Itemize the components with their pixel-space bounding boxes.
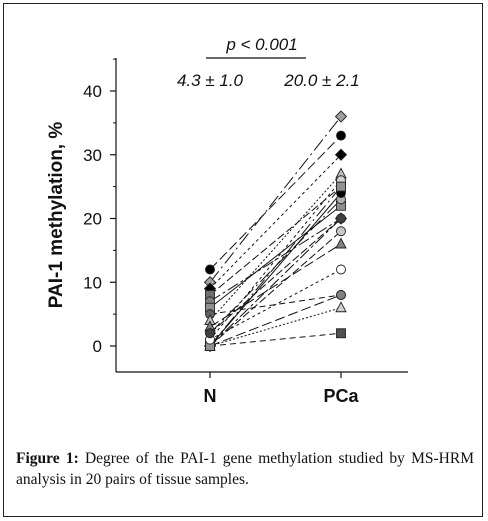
figure-caption: Figure 1: Degree of the PAI-1 gene methy… <box>16 448 474 490</box>
y-tick-label: 10 <box>83 273 102 292</box>
y-tick-label: 0 <box>93 337 102 356</box>
marker-pca-15 <box>336 328 346 339</box>
axes <box>115 58 408 373</box>
pair-line-1 <box>209 135 342 270</box>
significance-label: p < 0.001 <box>225 35 297 54</box>
pair-lines <box>209 116 342 347</box>
figure-frame <box>3 3 483 517</box>
pair-markers <box>203 110 348 353</box>
y-ticks: 0 10 20 30 40 <box>83 58 116 356</box>
y-axis-label: PAI-1 methylation, % <box>46 122 67 309</box>
y-tick-label: 40 <box>83 82 102 101</box>
marker-pca-20 <box>336 213 346 224</box>
pair-line-2 <box>209 116 342 283</box>
stat-label-n: 4.3 ± 1.0 <box>177 71 244 90</box>
pair-line-20 <box>209 218 342 334</box>
pair-line-13 <box>209 218 342 347</box>
pair-line-19 <box>209 269 342 341</box>
marker-pca-17 <box>336 290 346 300</box>
x-ticks <box>209 372 342 378</box>
marker-pca-2 <box>334 110 348 123</box>
marker-pca-18 <box>336 181 346 192</box>
pair-line-18 <box>209 186 342 347</box>
stat-label-pca: 20.0 ± 2.1 <box>283 71 360 90</box>
caption-label: Figure 1: <box>16 450 79 467</box>
pair-line-15 <box>209 332 342 347</box>
pair-line-11 <box>209 179 342 340</box>
caption-text: Degree of the PAI-1 gene methylation stu… <box>16 450 474 488</box>
pair-line-4 <box>209 186 342 296</box>
pair-line-9 <box>209 243 342 328</box>
marker-pca-12 <box>336 226 346 237</box>
marker-pca-9 <box>335 237 347 249</box>
pair-line-17 <box>209 294 342 347</box>
marker-n-1 <box>205 264 215 275</box>
pair-line-12 <box>209 230 342 347</box>
marker-pca-16 <box>335 301 347 313</box>
pair-line-10 <box>209 199 342 334</box>
category-label-pca: PCa <box>323 386 359 406</box>
pair-line-3 <box>209 154 342 289</box>
y-tick-label: 30 <box>83 146 102 165</box>
pair-line-16 <box>209 307 342 347</box>
marker-n-20 <box>205 328 215 339</box>
pair-line-5 <box>209 218 342 302</box>
chart: 0 10 20 30 40 PAI-1 methylation, % N PCa p <… <box>46 35 408 406</box>
pair-line-14 <box>209 192 342 347</box>
y-tick-label: 20 <box>83 210 102 229</box>
pair-line-8 <box>209 173 342 321</box>
marker-pca-3 <box>334 148 348 161</box>
marker-pca-19 <box>336 264 346 275</box>
category-label-n: N <box>204 386 217 406</box>
marker-pca-1 <box>336 130 346 141</box>
pair-line-6 <box>209 205 342 309</box>
